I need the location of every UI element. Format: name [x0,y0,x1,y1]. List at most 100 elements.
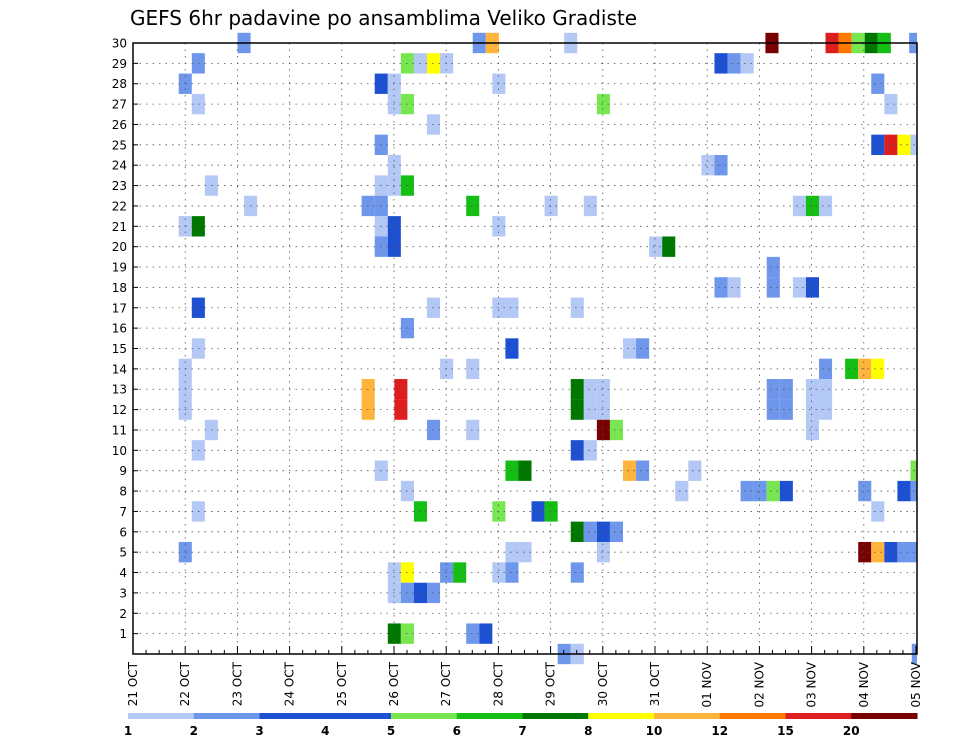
heatmap-cell [871,501,885,522]
y-tick-label: 22 [112,199,127,213]
heatmap-cell [701,155,715,176]
heatmap-cell [518,460,532,481]
heatmap-cell [636,460,650,481]
heatmap-cell [583,521,597,542]
heatmap-cell [427,419,441,441]
colorbar-segment [522,713,589,719]
colorbar-label: 5 [387,724,395,738]
x-tick-label: 02 NOV [752,661,766,707]
x-tick-label: 24 OCT [283,661,297,706]
heatmap-cell [583,440,597,461]
heatmap-cell [819,195,833,217]
heatmap-cell [727,277,741,298]
heatmap-cell [636,338,650,359]
y-axis: 1234567891011121314151617181920212223242… [112,37,138,641]
y-tick-label: 10 [112,444,127,458]
heatmap-cell [623,338,637,359]
x-tick-label: 26 OCT [387,661,401,706]
y-tick-label: 11 [112,423,127,437]
heatmap-cell [792,277,806,298]
x-tick-label: 04 NOV [857,661,871,707]
y-tick-label: 27 [112,98,127,112]
y-tick-label: 6 [119,525,127,539]
heatmap-cell [714,53,728,74]
y-tick-label: 23 [112,179,127,193]
heatmap-cell [766,399,780,420]
colorbar-label: 7 [518,724,526,738]
x-tick-label: 03 NOV [805,661,819,707]
heatmap-cell [440,53,454,74]
y-tick-label: 18 [112,281,127,295]
heatmap-cell [858,480,872,502]
heatmap-cell [766,480,780,502]
colorbar-label: 20 [843,724,860,738]
y-tick-label: 13 [112,383,127,397]
heatmap-cell [492,501,506,522]
colorbar-segment [325,713,392,719]
y-tick-label: 19 [112,261,127,275]
colorbar-segment [193,713,260,719]
heatmap-cell [805,419,819,441]
heatmap-cell [649,236,663,257]
y-tick-label: 16 [112,322,127,336]
x-tick-label: 31 OCT [648,661,662,706]
x-tick-label: 23 OCT [230,661,244,706]
colorbar-label: 8 [584,724,592,738]
heatmap-cell [740,53,754,74]
heatmap-cell [819,379,833,400]
heatmap-cell [505,338,519,359]
heatmap-cell [427,53,441,74]
heatmap-cell [779,399,793,420]
heatmap-cell [466,623,480,644]
y-tick-label: 24 [112,159,127,173]
heatmap-cell [570,440,584,461]
heatmap-cell [583,379,597,400]
colorbar-label: 15 [777,724,794,738]
heatmap-cell [466,419,480,441]
heatmap-cell [583,399,597,420]
heatmap-cell [884,541,898,563]
heatmap-cell [727,53,741,74]
x-tick-label: 01 NOV [700,661,714,707]
heatmap-cell [505,297,519,318]
colorbar-segment [391,713,458,719]
heatmap-cell [427,114,441,135]
heatmap-cell [583,195,597,217]
heatmap-cell [427,582,441,604]
y-tick-label: 9 [119,464,127,478]
y-tick-label: 28 [112,77,127,91]
colorbar-label: 2 [190,724,198,738]
y-tick-label: 4 [119,566,127,580]
colorbar-segment [719,713,786,719]
y-tick-label: 30 [112,37,127,51]
x-axis: 21 OCT 22 OCT 23 OCT 24 OCT 25 OCT 26 OCT 27 O… [126,646,923,708]
y-tick-label: 15 [112,342,127,356]
heatmap-cell [675,480,689,502]
heatmap-cell [440,358,454,380]
heatmap-cell [740,480,754,502]
heatmap-cell [609,419,623,441]
x-tick-label: 21 OCT [126,661,140,706]
colorbar-segment [456,713,523,719]
heatmap-cell [531,501,545,522]
y-tick-label: 8 [119,485,127,499]
colorbar-segment [588,713,655,719]
heatmap-cell [505,562,519,583]
colorbar-segment [128,713,195,719]
heatmap-cell [570,399,584,420]
heatmap-cell [570,562,584,583]
colorbar-label: 6 [453,724,461,738]
heatmap-cell [596,419,610,441]
heatmap-cell [688,460,702,481]
heatmap-cell [466,195,480,217]
heatmap-cell [505,541,519,563]
heatmap-cell [492,297,506,318]
heatmap-cell [766,277,780,298]
heatmap-cell [858,358,872,380]
x-tick-label: 22 OCT [178,661,192,706]
heatmap-cell [897,480,911,502]
heatmap-cell [662,236,676,257]
heatmap-cell [805,399,819,420]
heatmap-cell [779,379,793,400]
